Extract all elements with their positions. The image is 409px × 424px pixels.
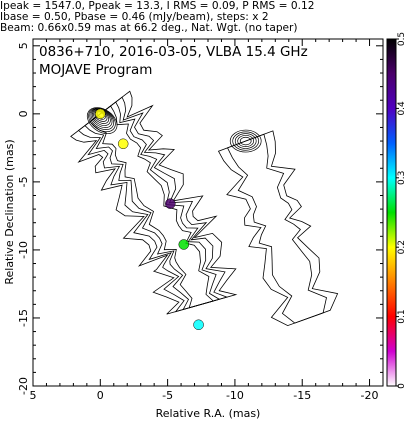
header-base-line: Ibase = 0.50, Pbase = 0.46 (mJy/beam), s… [0, 11, 269, 23]
contour-line [77, 96, 229, 313]
colorbar [386, 38, 397, 387]
header-beam-line: Beam: 0.66x0.59 mas at 66.2 deg., Nat. W… [0, 22, 298, 34]
colorbar-tick-label: 0.1 [397, 309, 407, 323]
y-tick-label: 5 [17, 42, 30, 49]
x-tick-label: 5 [30, 389, 37, 402]
polarization-core-contour [234, 133, 257, 149]
polarization-color-spot [95, 108, 106, 120]
y-axis-label: Relative Declination (mas) [3, 139, 16, 284]
x-tick-label: -5 [162, 389, 173, 402]
x-tick-label: -15 [293, 389, 311, 402]
colorbar-tick-label: 0 [397, 383, 407, 389]
polarization-contours [217, 130, 339, 327]
x-tick-label: -20 [361, 389, 379, 402]
colorbar-tick-label: 0.4 [397, 101, 407, 116]
polarization-core-contour [232, 131, 260, 151]
contour-line [226, 133, 327, 324]
polarization-color-spot [178, 239, 190, 250]
y-tick-label: 0 [17, 110, 30, 117]
intensity-contours [70, 90, 238, 315]
x-tick-label: 0 [97, 389, 104, 402]
core-contour [89, 108, 115, 130]
core-contour [86, 107, 118, 135]
x-tick-label: -10 [226, 389, 244, 402]
plot-frame [32, 38, 384, 387]
map-layer [70, 90, 339, 331]
y-tick-label: -20 [17, 377, 30, 395]
polarization-core-contour [229, 129, 262, 153]
plot-title: 0836+710, 2016-03-05, VLBA 15.4 GHz [39, 44, 308, 60]
colorbar-tick-label: 0.2 [397, 240, 407, 254]
core-contour [88, 107, 116, 133]
polarization-color-spot [165, 198, 176, 209]
polarization-core-contour [239, 136, 252, 146]
colorbar-axis: 0 0.1 0.2 0.3 0.4 0.5 [396, 32, 407, 389]
header-peak-line: Ipeak = 1547.0, Ppeak = 13.3, I RMS = 0.… [0, 0, 315, 12]
colorbar-tick-label: 0.5 [397, 32, 407, 46]
contour-line [89, 105, 215, 309]
y-tick-label: -10 [17, 241, 30, 259]
plot-subtitle: MOJAVE Program [39, 62, 152, 78]
polarization-color-spot [193, 319, 204, 331]
x-axis-label: Relative R.A. (mas) [156, 407, 261, 420]
contour-line [84, 101, 221, 311]
polarization-core-contour [237, 135, 255, 148]
colorbar-tick-label: 0.3 [397, 171, 407, 185]
y-tick-label: -5 [17, 176, 30, 187]
contour-line [217, 130, 339, 327]
core-contour [90, 108, 113, 128]
y-tick-label: -15 [17, 309, 30, 327]
polarization-color-spot [117, 138, 129, 150]
contour-line [70, 90, 238, 315]
